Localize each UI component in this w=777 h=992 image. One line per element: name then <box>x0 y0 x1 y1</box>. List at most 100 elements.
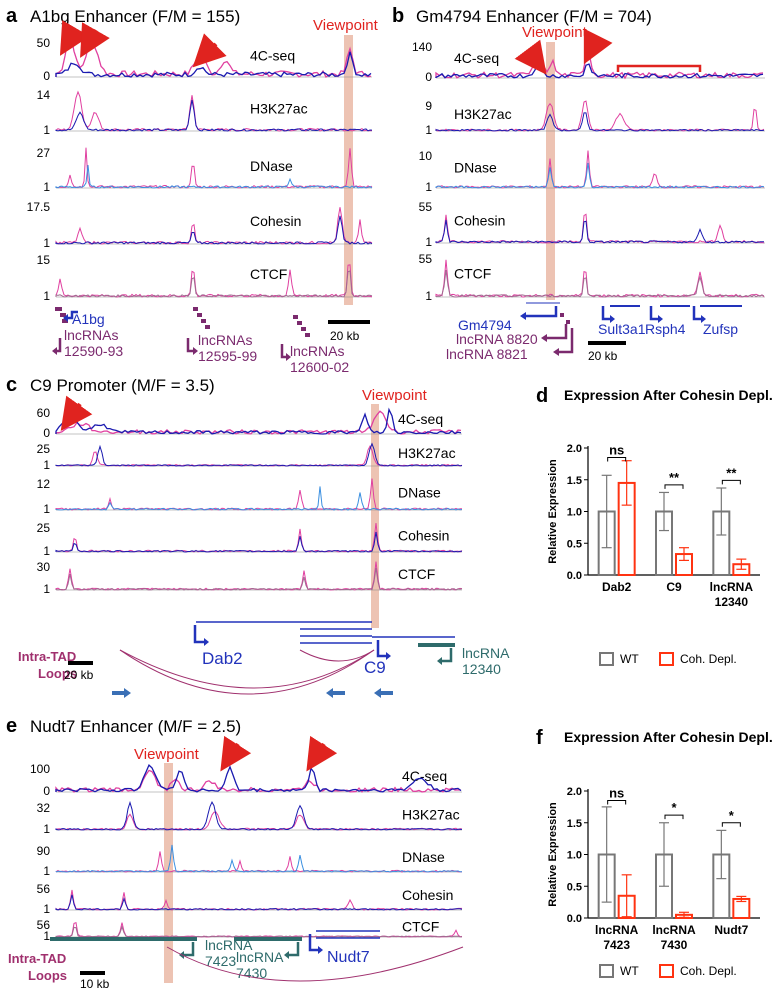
signal-female <box>55 147 373 189</box>
signal-male <box>55 270 373 298</box>
gene-label-nudt7: Nudt7 <box>327 949 370 966</box>
track-min: 0 <box>43 426 50 440</box>
track-name: CTCF <box>454 266 491 282</box>
panel-letter-a: a <box>6 5 18 27</box>
panel-letter: f <box>536 727 543 749</box>
signal-male <box>435 219 764 244</box>
panel-a-title: A1bg Enhancer (F/M = 155) <box>30 7 240 26</box>
loop-arc <box>166 946 464 982</box>
track-max: 55 <box>419 252 433 266</box>
gene-label-rsph4: Rsph4 <box>645 321 686 337</box>
y-tick-label: 2.0 <box>567 443 582 455</box>
gene-label-gm4794: Gm4794 <box>458 317 512 333</box>
peak-arrow <box>192 33 227 68</box>
panel-c-viewpoint: Viewpoint <box>362 387 428 404</box>
significance-bracket <box>664 484 684 489</box>
chart-title: Expression After Cohesin Depl. <box>564 387 773 403</box>
track-max: 56 <box>37 882 51 896</box>
signal-female <box>435 259 765 298</box>
scale-bar-label: 10 kb <box>80 977 110 991</box>
track-max: 27 <box>37 146 51 160</box>
signal-male <box>55 164 373 189</box>
gene-annotation-e: lncRNA 7423 lncRNA 7430 Nudt7 Intra-TAD … <box>8 930 464 991</box>
signal-male <box>55 51 372 78</box>
scale-bar-label: 20 kb <box>588 349 618 363</box>
track-min: 1 <box>43 544 50 558</box>
signal-male <box>55 763 462 793</box>
panel-letter-c: c <box>6 374 17 396</box>
signal-male <box>55 925 463 938</box>
signal-female <box>55 769 462 793</box>
track-name: DNase <box>454 160 497 176</box>
gene-label-lnc7430: lncRNA <box>236 949 284 965</box>
category-label: lncRNA <box>595 923 639 937</box>
panel-letter: d <box>536 385 548 407</box>
gene-label-lnc8820: lncRNA 8820 <box>456 331 538 347</box>
track-name: DNase <box>402 849 445 865</box>
track-max: 60 <box>37 406 51 420</box>
signal-male <box>55 844 463 873</box>
track-max: 140 <box>412 40 432 54</box>
track-min: 1 <box>43 123 50 137</box>
track-max: 50 <box>37 36 51 50</box>
track-max: 10 <box>419 149 433 163</box>
signal-female <box>55 207 373 245</box>
signal-female <box>55 922 463 938</box>
track-name: H3K27ac <box>454 106 512 122</box>
legend-swatch-wt <box>599 964 614 978</box>
signal-male <box>435 162 765 189</box>
legend-swatch-depl <box>659 652 674 666</box>
track-max: 56 <box>37 918 51 932</box>
track-name: Cohesin <box>250 213 301 229</box>
ctcf-motif-arrow <box>374 688 393 698</box>
loop-arc <box>299 649 375 662</box>
y-tick-label: 0.5 <box>567 881 582 893</box>
track-max: 30 <box>37 560 51 574</box>
gene-label-lnc12340: 12340 <box>462 661 501 677</box>
panel-b-title: Gm4794 Enhancer (F/M = 704) <box>416 7 652 26</box>
track-name: H3K27ac <box>402 807 460 823</box>
track-min: 1 <box>43 289 50 303</box>
gene-label-lnc: lncRNAs <box>64 327 118 343</box>
panel-a: a A1bg Enhancer (F/M = 155) Viewpoint 50… <box>6 5 379 375</box>
track-name: Cohesin <box>402 887 453 903</box>
track-min: 1 <box>43 582 50 596</box>
loop-arc <box>119 649 375 695</box>
track-max: 32 <box>37 801 51 815</box>
panel-b-viewpoint: Viewpoint <box>522 24 588 41</box>
gene-label-lnc: 12600-02 <box>290 359 349 375</box>
region-bracket <box>616 64 702 72</box>
peak-arrow <box>60 395 93 432</box>
ctcf-motif-arrow <box>112 688 131 698</box>
track-min: 1 <box>43 822 50 836</box>
signal-male <box>435 61 764 79</box>
track-max: 12 <box>37 477 51 491</box>
legend-label: WT <box>620 964 639 978</box>
track-name: 4C-seq <box>250 48 295 64</box>
y-tick-label: 2.0 <box>567 786 582 798</box>
significance-label: ns <box>609 443 624 458</box>
panel-e-viewpoint: Viewpoint <box>134 746 200 763</box>
ctcf-motif-arrow <box>326 688 345 698</box>
panel-e-title: Nudt7 Enhancer (M/F = 2.5) <box>30 717 241 736</box>
track-max: 90 <box>37 844 51 858</box>
scale-bar-label: 20 kb <box>330 329 360 343</box>
track-min: 1 <box>43 458 50 472</box>
legend-label: Coh. Depl. <box>680 964 737 978</box>
signal-female <box>55 34 372 78</box>
chart-title: Expression After Cohesin Depl. <box>564 729 773 745</box>
significance-bracket <box>607 457 627 462</box>
peak-arrow <box>220 735 252 772</box>
significance-label: * <box>729 808 735 823</box>
track-min: 1 <box>425 235 432 249</box>
panel-e: e Nudt7 Enhancer (M/F = 2.5) Viewpoint 1… <box>6 715 464 991</box>
y-axis-label: Relative Expression <box>547 802 559 907</box>
track-min: 0 <box>425 70 432 84</box>
signal-male <box>435 269 765 298</box>
loop-arc <box>119 649 375 689</box>
track-min: 1 <box>425 123 432 137</box>
track-name: CTCF <box>250 266 287 282</box>
signal-male <box>55 894 463 911</box>
significance-label: ns <box>609 786 624 801</box>
